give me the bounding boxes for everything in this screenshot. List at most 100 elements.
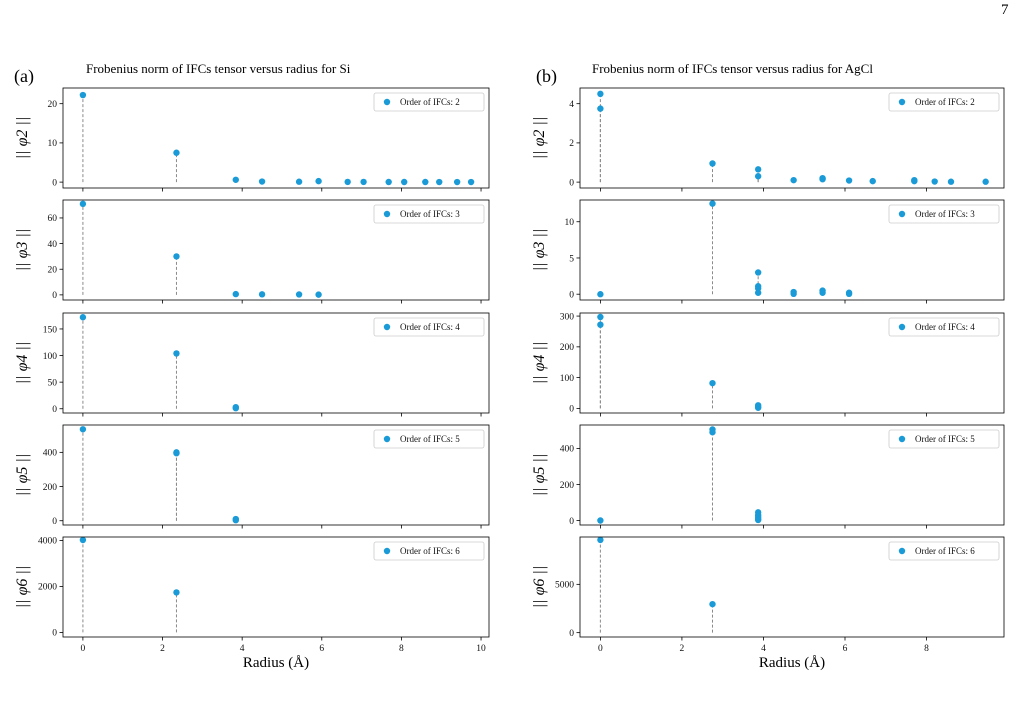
data-point	[295, 178, 303, 185]
data-point	[232, 290, 239, 298]
y-tick-label: 10	[565, 218, 575, 228]
y-tick-label: 100	[43, 352, 58, 362]
axes-frame	[579, 87, 1005, 189]
data-point	[453, 178, 461, 186]
y-tick-label: 20	[48, 100, 58, 110]
legend-box	[888, 92, 1000, 112]
y-tick-label: 0	[569, 517, 574, 527]
data-point	[173, 149, 180, 156]
y-tick-label: 60	[48, 214, 58, 224]
legend-box	[373, 317, 485, 337]
y-tick-label: 2000	[38, 583, 57, 593]
legend-box	[888, 317, 1000, 337]
y-tick-label: 4000	[38, 537, 57, 547]
axes-frame	[62, 536, 490, 638]
data-point	[709, 379, 716, 387]
y-axis-label: || φ3 ||	[14, 229, 31, 271]
legend-marker	[898, 210, 906, 218]
legend-entry: Order of IFCs: 2	[400, 97, 460, 107]
data-point	[436, 178, 443, 186]
y-tick-label: 0	[569, 291, 574, 301]
y-tick-label: 20	[48, 266, 58, 276]
y-tick-label: 0	[52, 291, 57, 301]
data-point	[819, 289, 826, 296]
legend: Order of IFCs: 6	[888, 541, 1000, 561]
data-point	[79, 91, 87, 99]
legend-entry: Order of IFCs: 4	[915, 322, 975, 332]
subplot-a-6: 0 2000 4000 0 2 4 6 8 10 || φ6 || Order of IFCs: 6	[14, 536, 490, 654]
legend-box	[373, 429, 485, 449]
data-point	[232, 405, 239, 412]
x-axis-label-b: Radius (Å)	[759, 655, 825, 671]
data-point	[709, 429, 716, 436]
axes-frame	[579, 312, 1005, 414]
data-point	[597, 90, 604, 98]
legend-entry: Order of IFCs: 5	[915, 434, 975, 444]
legend-box	[888, 204, 1000, 224]
y-axis-label: || φ4 ||	[531, 342, 548, 384]
legend-marker	[383, 547, 391, 555]
x-tick-label: 6	[843, 644, 848, 654]
legend: Order of IFCs: 4	[888, 317, 1000, 337]
panel-label-a: (a)	[14, 66, 34, 87]
x-tick-label: 4	[240, 644, 245, 654]
data-point	[315, 177, 322, 185]
x-tick-label: 8	[399, 644, 404, 654]
legend: Order of IFCs: 6	[373, 541, 485, 561]
data-point	[597, 105, 604, 112]
legend-marker	[383, 435, 391, 443]
x-tick-label: 4	[761, 644, 766, 654]
subplot-a-2: 0 10 20 || φ2 || Order of IFCs: 2	[14, 87, 490, 192]
y-tick-label: 2	[569, 139, 574, 149]
data-point	[754, 173, 762, 180]
data-point	[422, 178, 429, 186]
subplot-b-5: 0 200 400 || φ5 || Order of IFCs: 5	[531, 424, 1005, 529]
data-point	[173, 253, 180, 260]
axes-frame	[579, 424, 1005, 526]
data-point	[258, 178, 266, 185]
legend: Order of IFCs: 3	[373, 204, 485, 224]
x-tick-label: 8	[924, 644, 929, 654]
data-point	[911, 176, 918, 184]
axes-frame	[62, 87, 490, 189]
y-axis-label: || φ3 ||	[531, 229, 548, 271]
legend-marker	[383, 98, 391, 106]
data-point	[845, 177, 853, 184]
data-point	[232, 176, 239, 183]
legend-entry: Order of IFCs: 3	[400, 209, 460, 219]
legend: Order of IFCs: 4	[373, 317, 485, 337]
y-tick-label: 10	[48, 139, 58, 149]
data-point	[982, 178, 989, 185]
data-point	[79, 536, 87, 544]
y-tick-label: 0	[52, 178, 57, 188]
legend-entry: Order of IFCs: 4	[400, 322, 460, 332]
legend: Order of IFCs: 2	[888, 92, 1000, 112]
data-point	[754, 516, 762, 524]
legend: Order of IFCs: 5	[888, 429, 1000, 449]
y-tick-label: 400	[43, 449, 58, 459]
legend-marker	[898, 323, 906, 331]
y-tick-label: 4	[569, 100, 574, 110]
subplot-b-4: 0 100 200 300 || φ4 || Order of IFCs: 4	[531, 312, 1005, 417]
x-tick-label: 2	[680, 644, 685, 654]
data-point	[597, 321, 604, 328]
legend: Order of IFCs: 3	[888, 204, 1000, 224]
y-axis-label: || φ2 ||	[14, 117, 31, 159]
axes-frame	[579, 199, 1005, 301]
legend-entry: Order of IFCs: 6	[400, 546, 460, 556]
data-point	[79, 426, 87, 433]
data-point	[845, 290, 853, 298]
legend-entry: Order of IFCs: 5	[400, 434, 460, 444]
data-point	[709, 160, 716, 167]
legend-entry: Order of IFCs: 2	[915, 97, 975, 107]
data-point	[819, 174, 826, 182]
y-tick-label: 150	[43, 325, 58, 335]
x-tick-label: 2	[160, 644, 165, 654]
data-point	[869, 177, 876, 185]
legend-box	[373, 541, 485, 561]
y-tick-label: 5	[569, 254, 574, 264]
x-tick-label: 0	[81, 644, 86, 654]
legend-marker	[383, 323, 391, 331]
legend: Order of IFCs: 2	[373, 92, 485, 112]
x-tick-label: 10	[476, 644, 486, 654]
